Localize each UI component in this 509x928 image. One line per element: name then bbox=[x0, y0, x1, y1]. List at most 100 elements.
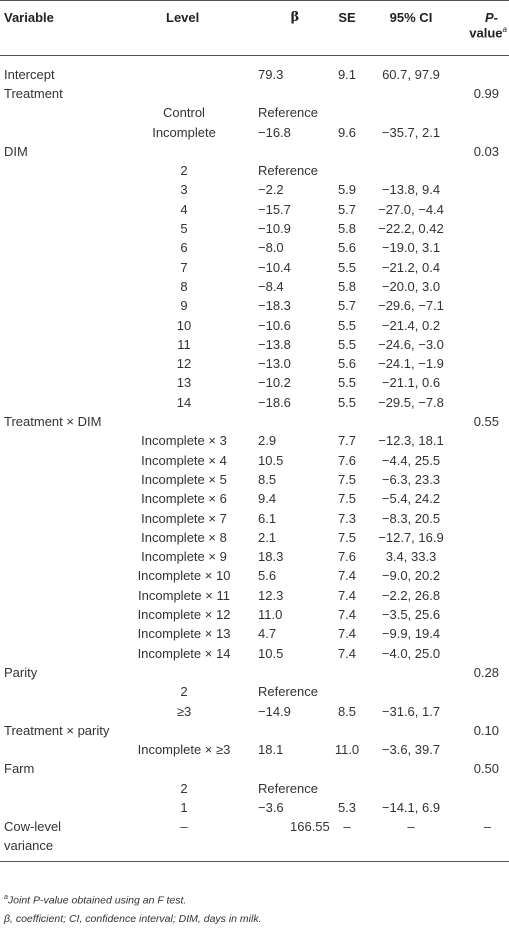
table-row: 2 Reference bbox=[0, 779, 509, 798]
cell-variable: Treatment × parity bbox=[4, 722, 110, 738]
cell-se: 7.4 bbox=[337, 568, 357, 584]
cell-ci bbox=[366, 779, 456, 798]
cell-variable-line2: variance bbox=[4, 838, 54, 854]
cell-variable: Treatment bbox=[4, 86, 63, 101]
header-beta: β bbox=[248, 0, 328, 56]
cell-p-value bbox=[456, 586, 509, 605]
cell-ci bbox=[366, 682, 456, 701]
cell-se: 9.1 bbox=[337, 67, 357, 82]
cell-level: Incomplete × 8 bbox=[141, 529, 227, 545]
footnote-a: aJoint P-value obtained using an F test. bbox=[4, 889, 504, 910]
cell-ci: −9.9, 19.4 bbox=[381, 626, 441, 642]
table-row: 7 −10.4 5.5 −21.2, 0.4 bbox=[0, 258, 509, 277]
cell-level: 14 bbox=[176, 394, 192, 410]
cell-beta: 18.1 bbox=[258, 742, 284, 758]
cell-se: 7.5 bbox=[337, 471, 357, 487]
cell-p-value bbox=[456, 316, 509, 335]
cell-se: 5.5 bbox=[337, 375, 357, 391]
cell-p-value bbox=[456, 509, 509, 528]
cell-variable bbox=[0, 393, 112, 412]
cell-level: Incomplete × 5 bbox=[141, 471, 227, 487]
cell-beta: 9.4 bbox=[258, 491, 277, 507]
cell-se bbox=[328, 161, 366, 180]
cell-p-value bbox=[456, 798, 509, 817]
cell-level: 5 bbox=[180, 221, 188, 237]
cell-level: 12 bbox=[176, 356, 192, 372]
cell-se: 5.5 bbox=[337, 317, 357, 333]
cell-level: Incomplete × 11 bbox=[138, 587, 230, 603]
cell-se: 5.8 bbox=[337, 221, 357, 237]
cell-variable bbox=[0, 702, 112, 721]
cell-beta: −13.8 bbox=[258, 336, 291, 352]
cell-level: 2 bbox=[180, 163, 188, 179]
cell-ci: −21.4, 0.2 bbox=[381, 317, 441, 333]
footnote-a-mark: a bbox=[4, 894, 8, 901]
cell-level: 3 bbox=[180, 182, 188, 198]
table-row: 2 Reference bbox=[0, 161, 509, 180]
cell-se bbox=[328, 84, 366, 103]
table-row: Incomplete × ≥3 18.1 11.0 −3.6, 39.7 bbox=[0, 740, 509, 759]
table-row: 2 Reference bbox=[0, 682, 509, 701]
table-row: Incomplete × 13 4.7 7.4 −9.9, 19.4 bbox=[0, 624, 509, 643]
cell-beta: −18.3 bbox=[258, 298, 291, 314]
cell-p-value bbox=[456, 354, 509, 373]
regression-table-container: Variable Level β SE 95% CI P- valuea Int… bbox=[0, 0, 509, 862]
cell-se bbox=[328, 103, 366, 122]
cell-p-value bbox=[456, 219, 509, 238]
cell-variable bbox=[0, 644, 112, 663]
table-row: Incomplete × 4 10.5 7.6 −4.4, 25.5 bbox=[0, 451, 509, 470]
cell-beta bbox=[248, 84, 328, 103]
cell-se bbox=[328, 721, 366, 740]
cell-ci: −6.3, 23.3 bbox=[381, 471, 441, 487]
cell-level: Incomplete × 6 bbox=[141, 491, 227, 507]
table-footnotes: aJoint P-value obtained using an F test.… bbox=[4, 889, 504, 928]
cell-beta: −10.9 bbox=[258, 221, 291, 237]
table-row: 10 −10.6 5.5 −21.4, 0.2 bbox=[0, 316, 509, 335]
cell-variable: Farm bbox=[4, 761, 35, 777]
table-row: DIM 0.03 bbox=[0, 142, 509, 161]
cell-ci: – bbox=[366, 817, 456, 862]
cell-ci: −8.3, 20.5 bbox=[381, 510, 441, 526]
cell-p-value: – bbox=[456, 817, 509, 862]
cell-ci: −3.6, 39.7 bbox=[381, 742, 441, 758]
cell-ci: −4.4, 25.5 bbox=[381, 452, 441, 468]
cell-variable bbox=[0, 335, 112, 354]
cell-variable bbox=[0, 586, 112, 605]
table-row: Incomplete × 3 2.9 7.7 −12.3, 18.1 bbox=[0, 431, 509, 450]
cell-level: 9 bbox=[180, 298, 188, 314]
table-row: Parity 0.28 bbox=[0, 663, 509, 682]
table-row: 4 −15.7 5.7 −27.0, −4.4 bbox=[0, 200, 509, 219]
header-row: Variable Level β SE 95% CI P- valuea bbox=[0, 0, 509, 56]
cell-beta bbox=[248, 663, 328, 682]
cell-se: 5.7 bbox=[337, 298, 357, 314]
cell-variable bbox=[0, 373, 112, 392]
cell-se bbox=[328, 142, 366, 161]
table-row: Treatment × parity 0.10 bbox=[0, 721, 509, 740]
cell-p-value bbox=[456, 238, 509, 257]
header-p-prefix: P- bbox=[485, 10, 498, 25]
cell-level: 6 bbox=[180, 240, 188, 256]
cell-level: – bbox=[112, 817, 248, 862]
cell-p-value bbox=[456, 103, 509, 122]
cell-se: 7.3 bbox=[337, 510, 357, 526]
cell-beta: Reference bbox=[258, 105, 318, 121]
table-row: 3 −2.2 5.9 −13.8, 9.4 bbox=[0, 180, 509, 199]
cell-variable bbox=[0, 740, 112, 759]
cell-beta bbox=[248, 721, 328, 740]
cell-variable: Treatment × DIM bbox=[4, 414, 102, 430]
cell-beta: −14.9 bbox=[258, 703, 291, 719]
cell-beta: −16.8 bbox=[258, 124, 291, 140]
header-p-suffix: value bbox=[469, 25, 503, 41]
cell-ci: −31.6, 1.7 bbox=[381, 703, 441, 719]
table-row: 14 −18.6 5.5 −29.5, −7.8 bbox=[0, 393, 509, 412]
cell-se: 5.5 bbox=[337, 394, 357, 410]
cell-level: ≥3 bbox=[176, 703, 192, 719]
footnote-a-text: Joint P-value obtained using an F test. bbox=[7, 894, 187, 907]
table-row-cow-level-variance: Cow-level variance – 166.55 – – – bbox=[0, 817, 509, 862]
cell-ci bbox=[366, 142, 456, 161]
cell-ci: −12.7, 16.9 bbox=[378, 529, 444, 545]
cell-se: 5.6 bbox=[337, 356, 357, 372]
table-row: 12 −13.0 5.6 −24.1, −1.9 bbox=[0, 354, 509, 373]
cell-p-value bbox=[456, 740, 509, 759]
cell-se bbox=[328, 779, 366, 798]
